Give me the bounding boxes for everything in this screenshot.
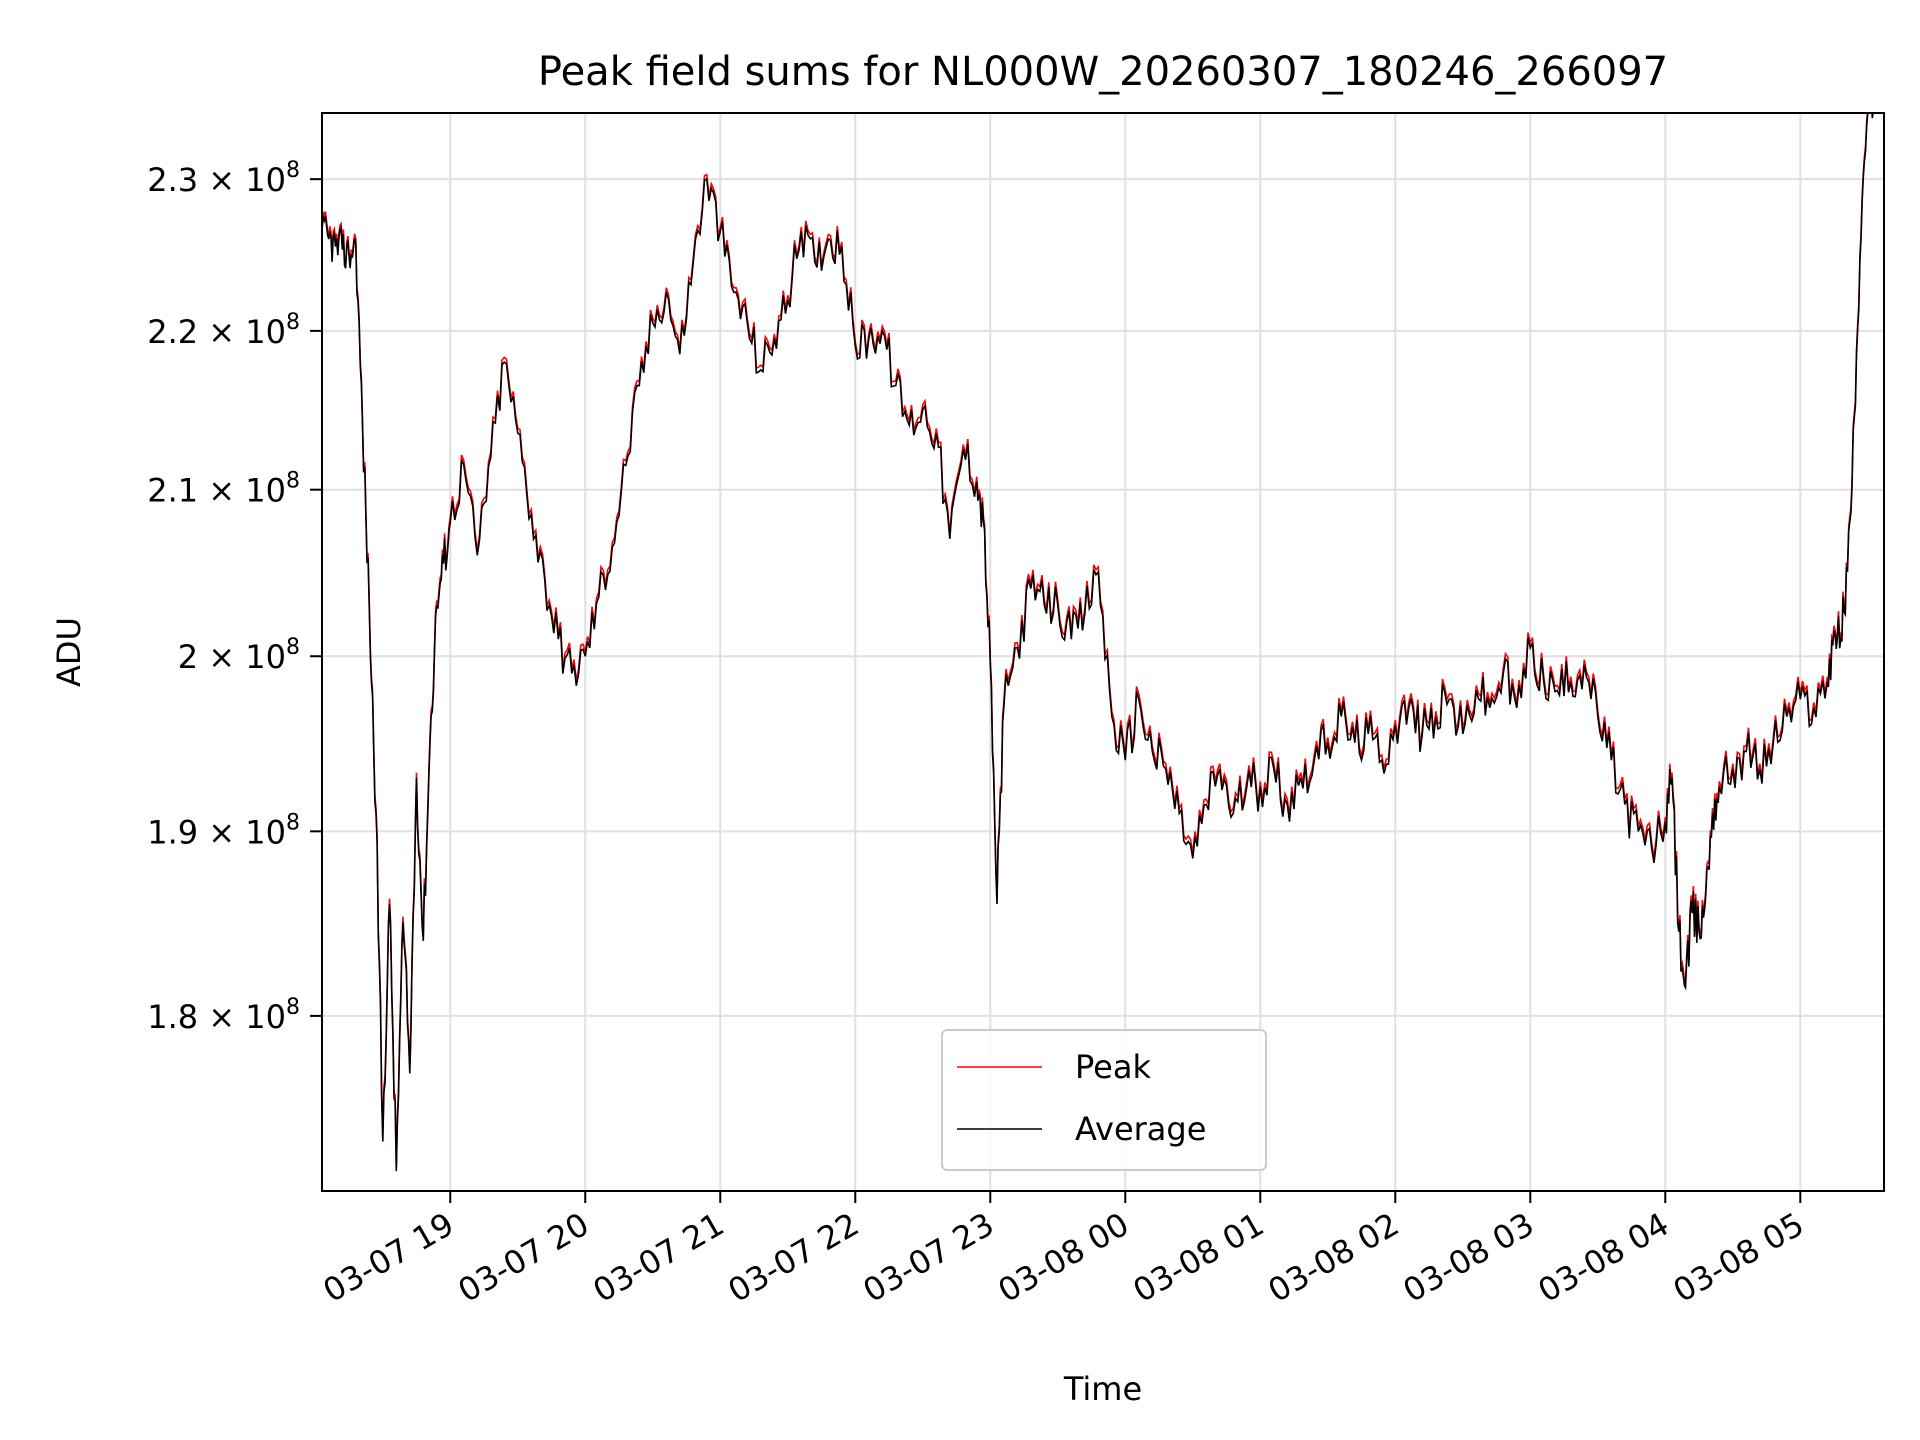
y-tick-label: 1.8 × 108 bbox=[147, 995, 300, 1036]
y-tick-label: 2.2 × 108 bbox=[147, 310, 300, 351]
y-axis-ticks: 1.8 × 108 1.9 × 108 2 × 108 2.1 × 108 2.2 × … bbox=[147, 158, 322, 1036]
y-tick-label: 2.1 × 108 bbox=[147, 469, 300, 510]
legend-label-peak: Peak bbox=[1075, 1048, 1151, 1086]
y-tick-label: 1.9 × 108 bbox=[147, 810, 300, 851]
series-line-average bbox=[322, 113, 1874, 1172]
plot-frame bbox=[321, 112, 1885, 1192]
y-tick-label: 2.3 × 108 bbox=[147, 158, 300, 199]
legend-box bbox=[941, 1029, 1267, 1171]
grid bbox=[322, 113, 1884, 1191]
x-axis-label: Time bbox=[1063, 1370, 1142, 1408]
legend-label-average: Average bbox=[1075, 1110, 1206, 1148]
legend: Peak Average bbox=[941, 1029, 1267, 1171]
chart-title: Peak field sums for NL000W_20260307_1802… bbox=[538, 49, 1668, 95]
series-group bbox=[322, 113, 1874, 1172]
y-axis-label: ADU bbox=[50, 617, 88, 687]
y-tick-label: 2 × 108 bbox=[178, 635, 300, 676]
